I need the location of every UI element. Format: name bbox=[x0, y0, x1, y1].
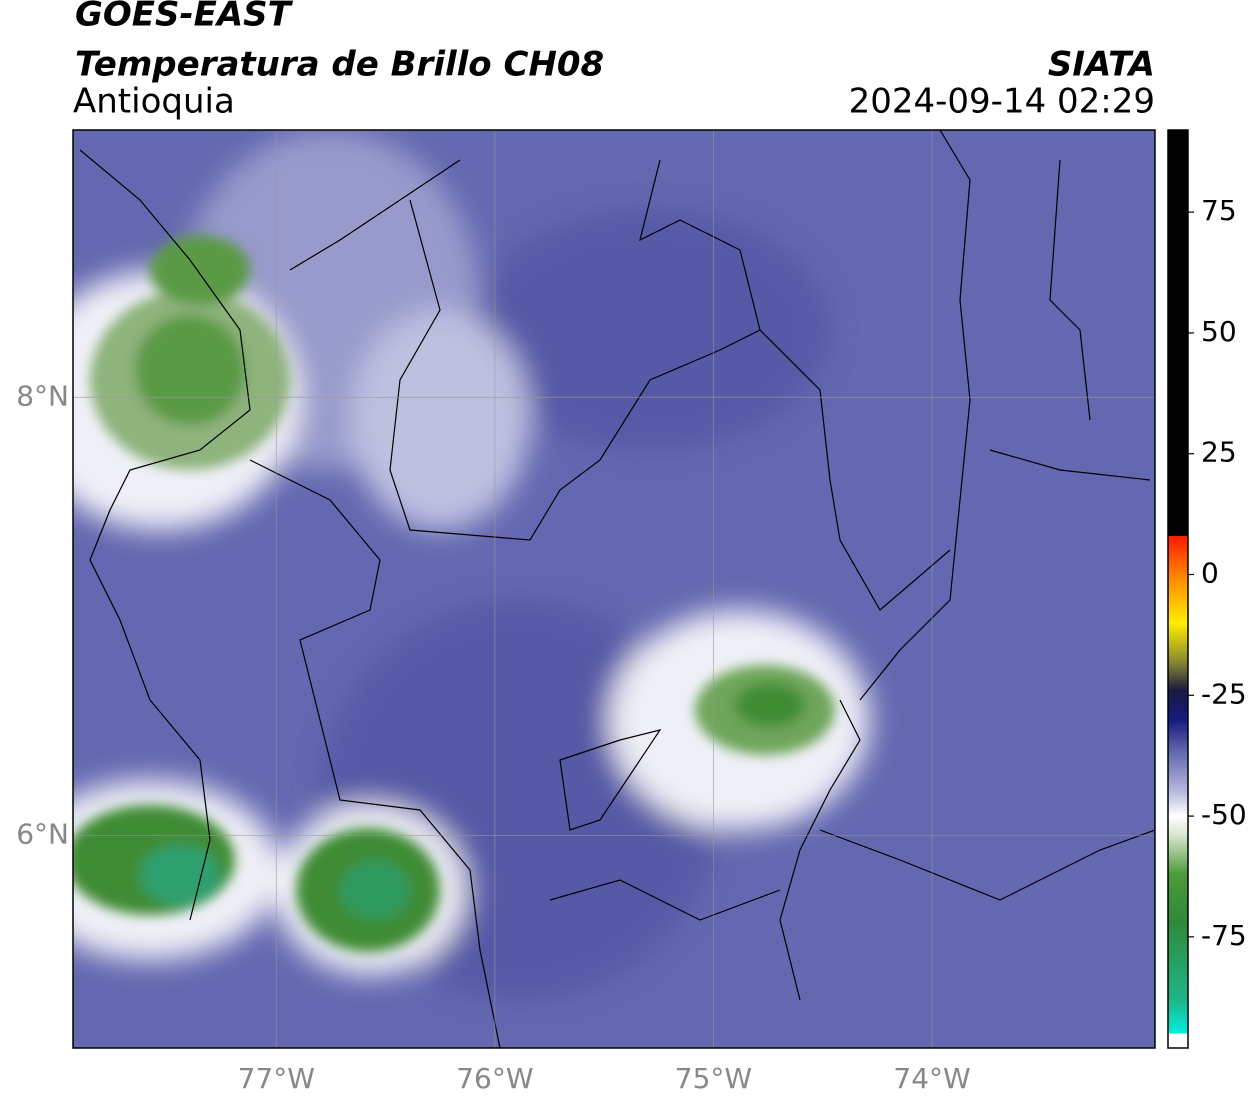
map-field bbox=[73, 130, 1155, 1048]
colorbar-tick-label: 50 bbox=[1201, 315, 1237, 348]
colorbar-tick-label: 25 bbox=[1201, 436, 1237, 469]
grid bbox=[73, 130, 1155, 1048]
y-tick-label: 6°N bbox=[16, 817, 69, 850]
colorbar-tick-label: 75 bbox=[1201, 194, 1237, 227]
colorbar-tick-label: 0 bbox=[1201, 557, 1219, 590]
y-tick-label: 8°N bbox=[16, 379, 69, 412]
map-frame bbox=[72, 129, 1156, 1049]
colorbar-tick-label: -75 bbox=[1201, 919, 1247, 952]
x-tick-label: 74°W bbox=[893, 1062, 970, 1095]
x-tick-label: 77°W bbox=[238, 1062, 315, 1095]
source: SIATA bbox=[1048, 45, 1155, 85]
colorbar bbox=[1167, 129, 1189, 1049]
x-tick-label: 75°W bbox=[675, 1062, 752, 1095]
timestamp: 2024-09-14 02:29 bbox=[849, 82, 1155, 122]
colorbar-tick-label: -25 bbox=[1201, 677, 1247, 710]
colorbar-tick-label: -50 bbox=[1201, 798, 1247, 831]
title: GOES-EAST bbox=[75, 0, 294, 35]
x-tick-label: 76°W bbox=[456, 1062, 533, 1095]
region: Antioquia bbox=[73, 82, 235, 122]
subtitle: Temperatura de Brillo CH08 bbox=[75, 45, 604, 85]
